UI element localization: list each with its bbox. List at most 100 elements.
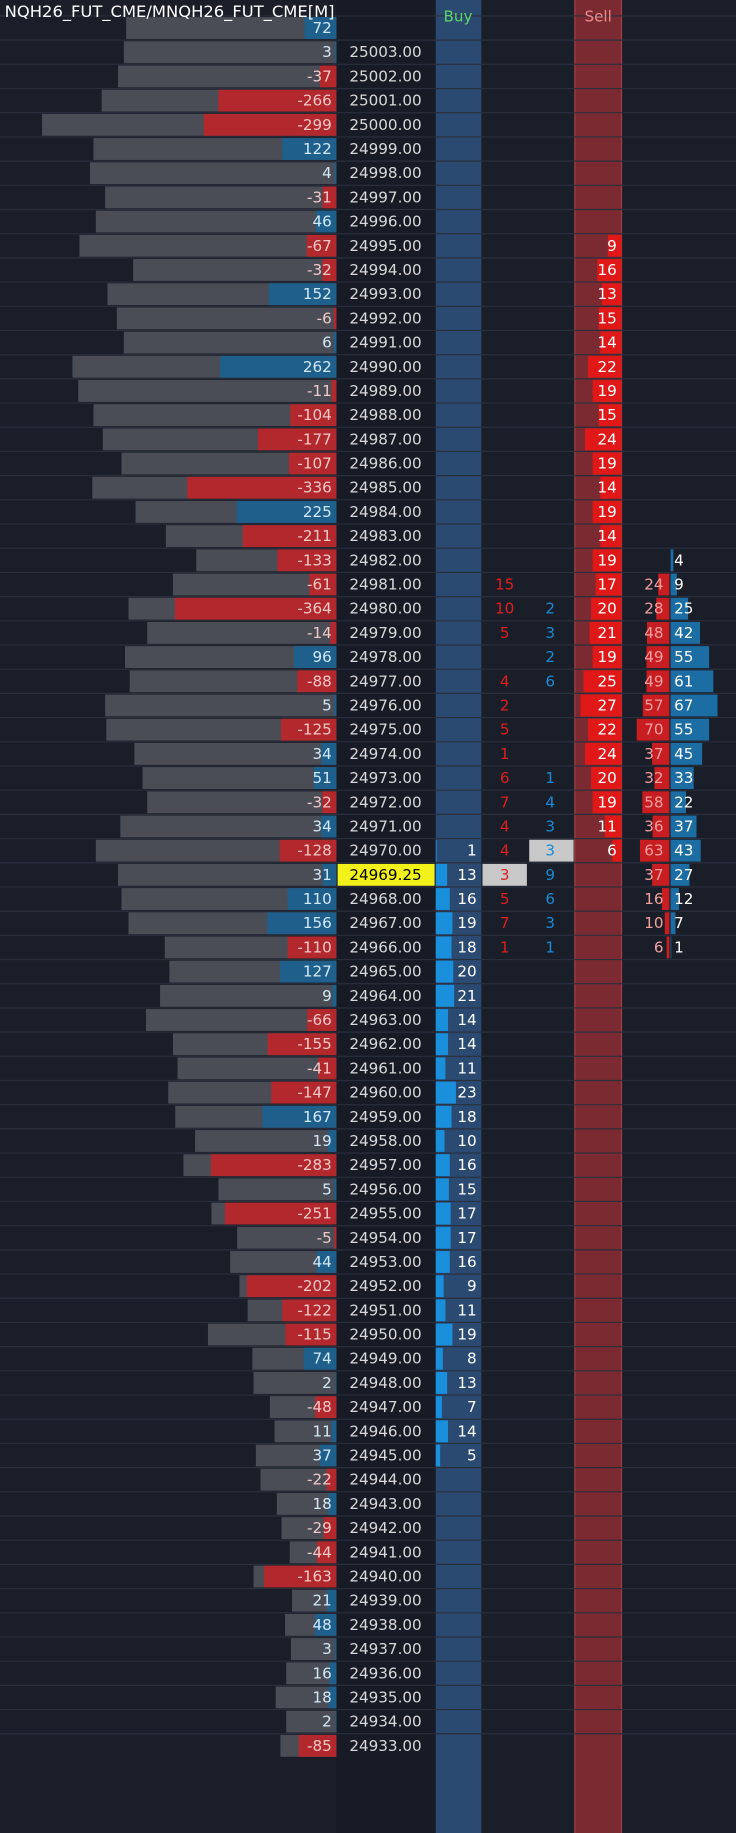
sell-value: 9 bbox=[607, 237, 617, 255]
delta-bar bbox=[262, 1105, 337, 1128]
buy-bar bbox=[435, 1226, 451, 1249]
volume-bar bbox=[195, 1130, 337, 1152]
volume-bar bbox=[133, 259, 337, 281]
volume-bar bbox=[281, 1517, 337, 1540]
delta-value: -202 bbox=[297, 1277, 331, 1295]
volume-bar bbox=[286, 1662, 337, 1685]
sell-bar bbox=[598, 404, 622, 427]
buy-bar bbox=[435, 1396, 442, 1419]
sell-bar bbox=[591, 767, 622, 790]
volume-bar bbox=[89, 162, 337, 185]
delta-bar bbox=[285, 1323, 337, 1346]
title: NQH26_FUT_CME/MNQH26_FUT_CME[M] bbox=[5, 2, 335, 22]
buy-bar bbox=[435, 1251, 450, 1273]
buy-bar bbox=[435, 1057, 446, 1080]
delta-value: -29 bbox=[307, 1519, 332, 1537]
volume-bar bbox=[142, 767, 337, 790]
buy-value: 17 bbox=[457, 1229, 476, 1247]
volume-bar bbox=[93, 404, 337, 427]
delta-bar bbox=[335, 41, 337, 64]
sell-bar bbox=[592, 501, 622, 523]
sell-bar bbox=[585, 428, 622, 451]
sell-value: 21 bbox=[598, 624, 617, 642]
price: 24964.00 bbox=[349, 987, 421, 1005]
delta-value: -61 bbox=[307, 576, 332, 594]
sell-bar bbox=[591, 597, 622, 620]
sell-value: 15 bbox=[598, 406, 617, 424]
buy-value: 5 bbox=[467, 1447, 477, 1465]
delta-value: -110 bbox=[297, 938, 331, 956]
buy-value: 14 bbox=[457, 1035, 476, 1053]
rows: 723 25003.00-37 25002.00-266 25001.00-299 25… bbox=[0, 15, 736, 1757]
delta-value: 3 bbox=[322, 1640, 332, 1658]
ask-value: 3 bbox=[545, 914, 555, 932]
delta-value: -104 bbox=[297, 406, 331, 424]
profile-red-bar bbox=[656, 597, 670, 620]
buy-bar bbox=[435, 984, 455, 1007]
volume-bar bbox=[129, 670, 337, 693]
buy-bar bbox=[435, 1347, 443, 1370]
profile-blue-bar bbox=[670, 621, 701, 644]
delta-bar bbox=[298, 1734, 337, 1757]
volume-bar bbox=[286, 1710, 337, 1733]
bid-value: 2 bbox=[500, 696, 510, 714]
volume-bar bbox=[123, 41, 337, 64]
ask-value: 2 bbox=[545, 648, 555, 666]
volume-bar bbox=[116, 307, 337, 330]
delta-value: -48 bbox=[307, 1398, 332, 1416]
profile-blue-bar bbox=[670, 912, 676, 935]
price: 24945.00 bbox=[349, 1447, 421, 1465]
bid-value: 7 bbox=[500, 914, 510, 932]
delta-bar bbox=[328, 1130, 337, 1152]
delta-bar bbox=[282, 1299, 337, 1322]
profile-red-value: 28 bbox=[644, 600, 663, 618]
delta-bar bbox=[335, 1372, 337, 1394]
delta-bar bbox=[316, 1251, 337, 1273]
sell-bar bbox=[592, 646, 622, 669]
sell-value: 14 bbox=[598, 334, 617, 352]
profile-blue-bar bbox=[670, 742, 703, 765]
profile-red-value: 6 bbox=[654, 938, 664, 956]
buy-value: 14 bbox=[457, 1011, 476, 1029]
delta-value: 96 bbox=[312, 648, 331, 666]
volume-bar bbox=[121, 452, 337, 475]
delta-value: -6 bbox=[317, 309, 332, 327]
ask-value: 1 bbox=[545, 938, 555, 956]
profile-red-bar bbox=[646, 670, 670, 693]
delta-value: 34 bbox=[312, 817, 331, 835]
price: 24979.00 bbox=[349, 624, 421, 642]
price: 24955.00 bbox=[349, 1205, 421, 1223]
buy-bar bbox=[435, 1420, 449, 1443]
price: 24935.00 bbox=[349, 1688, 421, 1706]
sell-column bbox=[574, 0, 622, 1833]
delta-bar bbox=[280, 718, 337, 741]
buy-bar bbox=[435, 839, 437, 862]
bid-value: 7 bbox=[500, 793, 510, 811]
profile-blue-value: 4 bbox=[674, 551, 684, 569]
delta-bar bbox=[320, 65, 337, 88]
profile-red-value: 24 bbox=[644, 576, 663, 594]
delta-value: -14 bbox=[307, 624, 332, 642]
delta-bar bbox=[288, 452, 337, 475]
price: 24975.00 bbox=[349, 721, 421, 739]
price: 24972.00 bbox=[349, 793, 421, 811]
delta-bar bbox=[335, 1710, 337, 1733]
sell-value: 20 bbox=[598, 600, 617, 618]
buy-bar bbox=[435, 1323, 453, 1346]
buy-bar bbox=[435, 888, 450, 910]
delta-bar bbox=[332, 984, 337, 1007]
delta-bar bbox=[225, 1202, 337, 1225]
buy-value: 11 bbox=[457, 1301, 476, 1319]
delta-bar bbox=[327, 1589, 337, 1612]
delta-value: 51 bbox=[312, 769, 331, 787]
sell-value: 19 bbox=[598, 648, 617, 666]
sell-label: Sell bbox=[584, 7, 611, 25]
delta-bar bbox=[287, 888, 337, 910]
delta-bar bbox=[309, 573, 337, 596]
delta-bar bbox=[331, 1420, 337, 1443]
profile-blue-bar bbox=[670, 791, 686, 814]
volume-bar bbox=[290, 1638, 337, 1661]
profile-blue-value: 45 bbox=[674, 745, 693, 763]
price: 24953.00 bbox=[349, 1253, 421, 1271]
